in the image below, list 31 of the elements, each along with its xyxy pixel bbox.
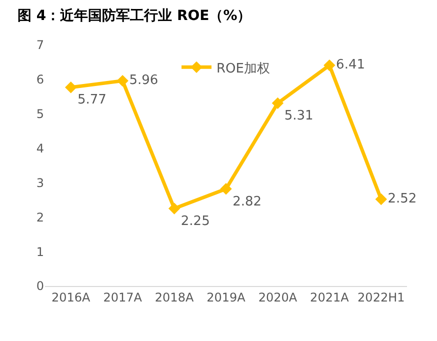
y-tick-label: 2 <box>36 210 44 224</box>
y-tick-label: 7 <box>36 38 44 52</box>
data-label: 2.25 <box>180 214 210 229</box>
point <box>375 193 387 206</box>
y-tick-label: 4 <box>36 141 44 156</box>
point <box>220 183 232 195</box>
y-tick-label: 1 <box>36 244 44 259</box>
x-tick-label: 2018A <box>154 290 194 304</box>
point <box>324 59 336 72</box>
x-tick-label: 2019A <box>206 290 246 304</box>
data-label: 2.52 <box>388 191 417 206</box>
x-tick-label: 2017A <box>103 290 143 304</box>
chart-title: 图 4：近年国防军工行业 ROE（%） <box>17 7 252 24</box>
x-tick-label: 2016A <box>51 290 92 304</box>
data-label: 5.77 <box>77 92 106 108</box>
point <box>168 202 180 214</box>
data-label: 6.41 <box>336 58 366 73</box>
x-tick-label: 2021A <box>310 290 350 304</box>
point <box>65 82 77 94</box>
y-tick-label: 0 <box>36 279 44 294</box>
point <box>116 74 128 87</box>
x-tick-label: 2022H1 <box>358 290 405 304</box>
data-label: 5.96 <box>129 73 158 88</box>
y-tick-label: 6 <box>36 72 44 87</box>
point <box>272 97 284 110</box>
x-tick-label: 2020A <box>258 290 298 304</box>
legend-label: ROE加权 <box>216 61 270 76</box>
y-tick-label: 5 <box>36 107 44 122</box>
data-label: 5.31 <box>284 108 314 124</box>
y-tick-label: 3 <box>36 176 44 190</box>
data-label: 2.82 <box>232 194 262 210</box>
